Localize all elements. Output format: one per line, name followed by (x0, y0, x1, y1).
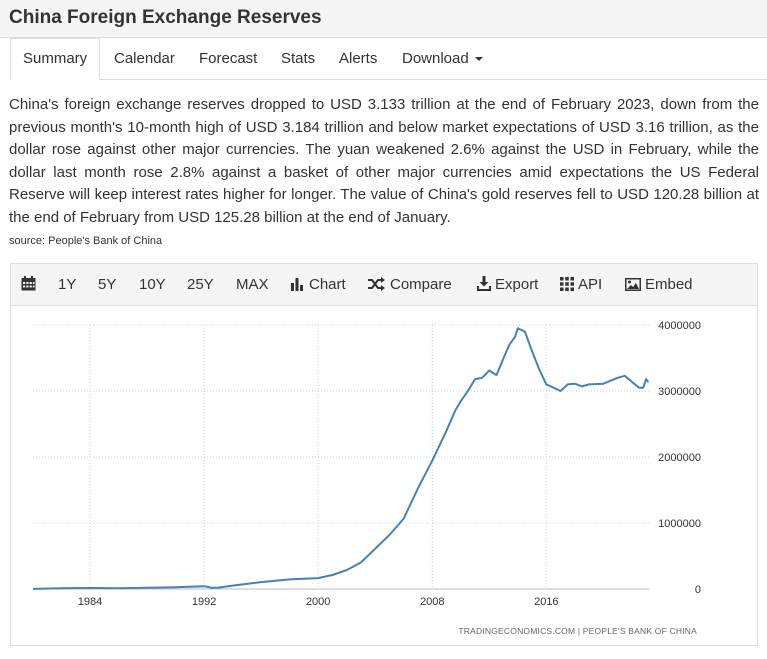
tab-bar: Summary Calendar Forecast Stats Alerts D… (10, 38, 767, 80)
embed-button[interactable]: Embed (625, 264, 693, 305)
chart-toolbar: 1Y 5Y 10Y 25Y MAX Chart Compare Export A… (10, 263, 758, 306)
tab-download-label: Download (402, 50, 469, 67)
tab-stats[interactable]: Stats (281, 50, 316, 67)
compare-button-label: Compare (390, 276, 452, 293)
chart-container: 0 1000000 2000000 3000000 4000000 1984 1992 200… (10, 305, 758, 646)
y-tick-label: 2000000 (658, 452, 701, 464)
tab-download[interactable]: Download (402, 38, 483, 80)
tab-summary[interactable]: Summary (10, 38, 101, 80)
x-tick-label: 2000 (306, 596, 330, 608)
bar-chart-icon (291, 278, 303, 291)
api-button[interactable]: API (560, 264, 602, 305)
x-tick-label: 2008 (420, 596, 444, 608)
tab-forecast[interactable]: Forecast (199, 50, 258, 67)
x-tick-label: 1992 (192, 596, 216, 608)
chart-button[interactable]: Chart (291, 264, 346, 305)
range-5y-button[interactable]: 5Y (98, 276, 117, 293)
range-1y-button[interactable]: 1Y (58, 276, 77, 293)
api-button-label: API (578, 276, 603, 293)
tab-alerts[interactable]: Alerts (339, 50, 378, 67)
title-bar: China Foreign Exchange Reserves (0, 0, 767, 38)
export-button[interactable]: Export (477, 264, 538, 305)
page-title: China Foreign Exchange Reserves (9, 7, 322, 28)
compare-button[interactable]: Compare (368, 264, 452, 305)
summary-description: China's foreign exchange reserves droppe… (9, 96, 759, 226)
range-10y-button[interactable]: 10Y (139, 276, 166, 293)
tab-calendar[interactable]: Calendar (114, 50, 175, 67)
grid-icon (560, 277, 574, 291)
image-icon (625, 278, 641, 291)
export-button-label: Export (495, 276, 539, 293)
calendar-icon[interactable] (21, 264, 40, 305)
reserves-line-chart: 0 1000000 2000000 3000000 4000000 1984 1992 200… (32, 320, 701, 636)
y-tick-label: 4000000 (658, 320, 701, 332)
x-tick-label: 1984 (78, 596, 102, 608)
y-tick-label: 3000000 (658, 386, 701, 398)
y-tick-label: 0 (695, 584, 701, 596)
download-icon (477, 276, 491, 291)
chart-button-label: Chart (309, 276, 346, 293)
range-25y-button[interactable]: 25Y (187, 276, 214, 293)
source-note: source: People's Bank of China (9, 235, 163, 247)
range-max-button[interactable]: MAX (236, 276, 269, 293)
series-line-reserves (32, 327, 650, 590)
embed-button-label: Embed (645, 276, 693, 293)
x-tick-label: 2016 (534, 596, 558, 608)
y-tick-label: 1000000 (658, 518, 701, 530)
shuffle-icon (368, 277, 385, 291)
chart-credit: TRADINGECONOMICS.COM | PEOPLE'S BANK OF … (458, 626, 697, 636)
caret-down-icon (474, 57, 483, 62)
